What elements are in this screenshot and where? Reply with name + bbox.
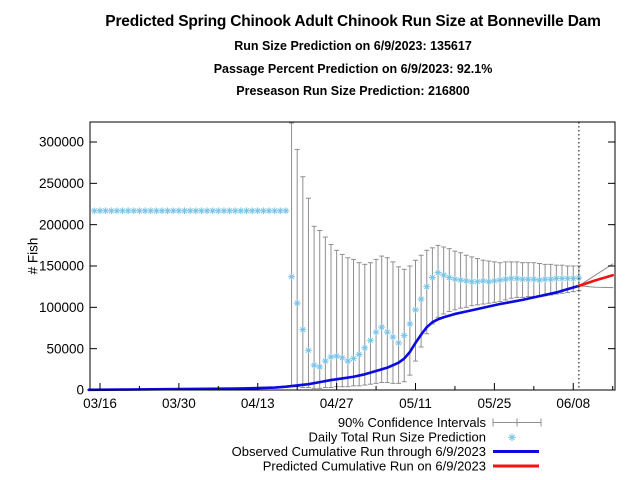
x-tick-label: 03/30 [162,396,196,411]
chart-graphics: 0 50000 100000 150000 200000 250000 300000 03/1… [39,121,616,468]
x-tick-label: 04/27 [320,396,354,411]
y-tick-label: 250000 [39,176,84,191]
legend-predicted-label: Predicted Cumulative Run on 6/9/2023 [263,459,486,474]
x-tick-label: 06/08 [556,396,590,411]
passage-percent-prediction-subtitle: Passage Percent Prediction on 6/9/2023: … [213,62,493,76]
plot-frame [89,121,616,391]
x-tick-label: 03/16 [83,396,117,411]
legend-glyphs [492,418,542,468]
axis-ticks [90,141,615,391]
y-tick-label: 100000 [39,300,84,315]
chart-title: Predicted Spring Chinook Adult Chinook R… [105,13,601,30]
observed-cumulative-line [87,284,581,392]
y-tick-label: 50000 [46,341,84,356]
daily-prediction-points [288,269,583,371]
axis-tick-labels: 0 50000 100000 150000 200000 250000 300000 03/1… [39,135,590,411]
legend-confidence-label: 90% Confidence Intervals [338,415,487,430]
x-tick-label: 04/13 [241,396,275,411]
confidence-fan-lines [578,263,614,289]
legend-observed-label: Observed Cumulative Run through 6/9/2023 [232,444,486,459]
y-tick-label: 300000 [39,135,84,150]
run-size-prediction-subtitle: Run Size Prediction on 6/9/2023: 135617 [234,39,472,53]
y-tick-label: 150000 [39,259,84,274]
y-tick-label: 0 [76,383,84,398]
confidence-interval-bars [289,122,582,389]
predicted-cumulative-line [577,273,614,288]
y-tick-label: 200000 [39,217,84,232]
preseason-prediction-subtitle: Preseason Run Size Prediction: 216800 [236,84,470,98]
x-tick-label: 05/11 [399,396,432,411]
x-tick-label: 05/25 [477,396,511,411]
preseason-prediction-points [90,207,290,215]
legend-daily-label: Daily Total Run Size Prediction [308,430,486,445]
